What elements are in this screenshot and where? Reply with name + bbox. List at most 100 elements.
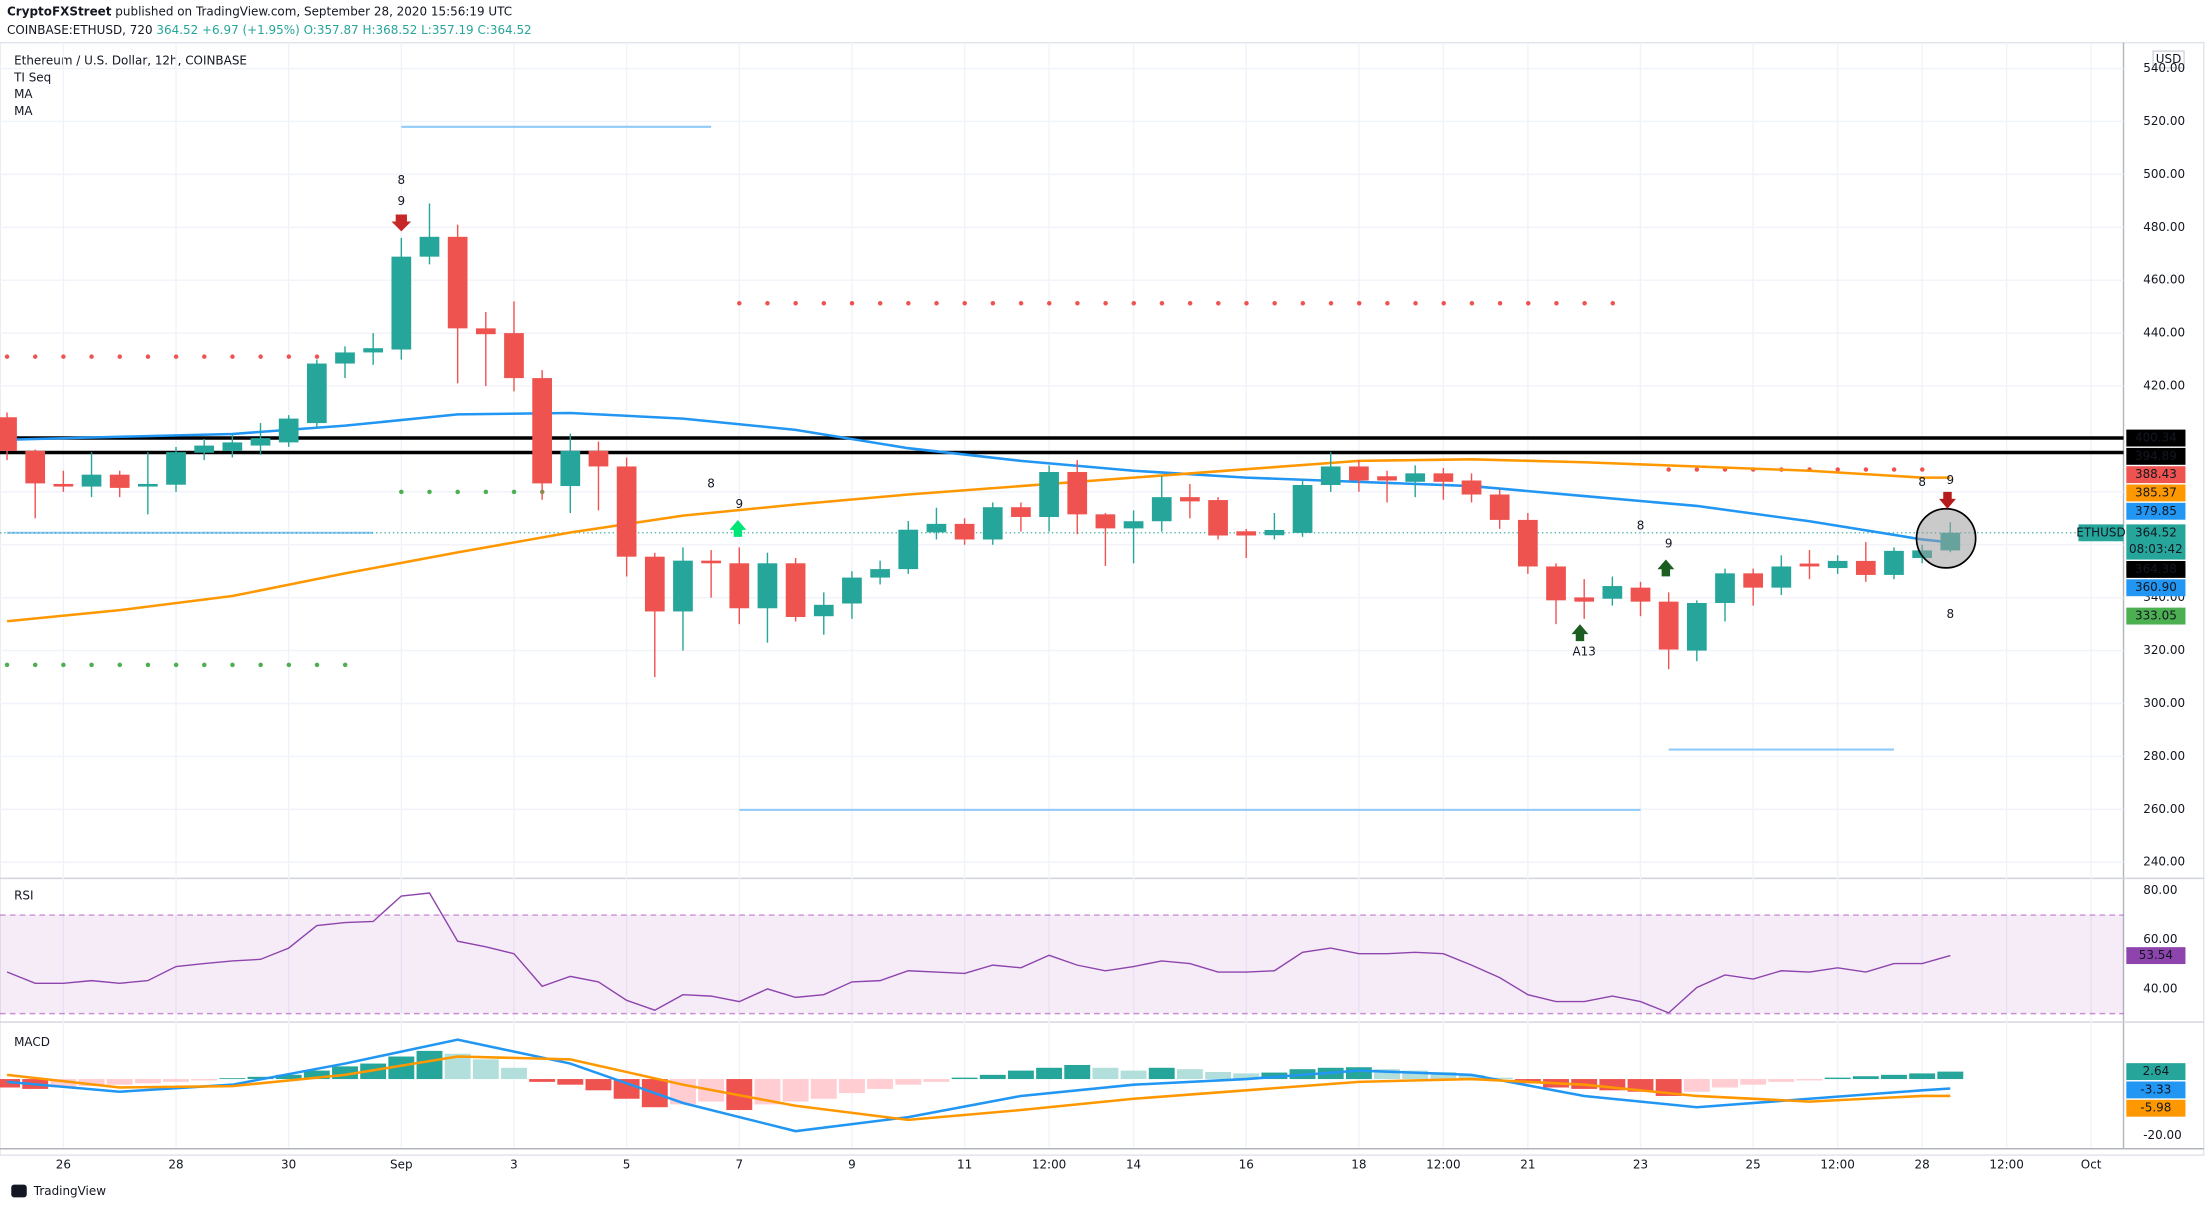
x-tick-label: 3 [510,1157,518,1171]
candle-body [1884,550,1904,575]
y-tick-label: 240.00 [2143,855,2185,869]
price-badge-label: 360.90 [2135,580,2177,594]
macd-histogram-bar [1768,1079,1795,1082]
candle-body [1236,531,1257,536]
macd-histogram-bar [247,1076,274,1080]
candle-body [1715,573,1735,603]
y-tick-label: 460.00 [2143,273,2185,287]
y-tick-label: 500.00 [2143,167,2185,181]
macd-histogram-bar [1205,1072,1232,1080]
macd-histogram-bar [472,1059,499,1080]
price-badge-label: 379.85 [2135,504,2177,518]
macd-histogram-bar [979,1074,1006,1080]
candle-body [842,577,862,604]
ma-line [6,1038,1951,1133]
sell-arrow [391,214,412,232]
macd-histogram-bar [416,1050,443,1080]
published: published on TradingView.com, September … [115,4,512,18]
x-tick-label: 12:00 [1989,1157,2023,1171]
current-price-label: 364.52 [2135,525,2177,539]
y-tick-label: -20.00 [2143,1128,2182,1142]
macd-histogram-bar [1740,1079,1767,1085]
candle-body [1799,563,1820,567]
td-annotation: 9 [1665,536,1673,550]
candle-body [982,507,1003,540]
x-tick-label: 5 [623,1157,631,1171]
price-badge-label: 385.37 [2135,485,2177,499]
macd-histogram-bar [782,1079,809,1102]
change: +6.97 (+1.95%) [202,22,300,36]
candle-body [109,474,130,488]
candle-body [1349,466,1369,481]
candle-body [335,352,355,364]
macd-histogram-bar [529,1079,556,1082]
candle-body [1827,560,1848,569]
countdown-label: 08:03:42 [2129,542,2183,556]
macd-histogram-bar [501,1067,527,1080]
candle-body [785,563,806,618]
candle-body [1602,586,1623,599]
candle-body [644,556,665,612]
price-badge-label: 333.05 [2135,609,2177,623]
candle-body [1039,472,1059,517]
macd-histogram-bar [1148,1067,1175,1080]
price-badge-label: 364.38 [2135,562,2177,576]
y-tick-label: 480.00 [2143,220,2185,234]
macd-histogram-bar [923,1079,950,1082]
rsi-title: RSI [14,888,33,902]
macd-histogram-bar [191,1079,218,1081]
td-annotation: 8 [1637,519,1645,533]
macd-badge [2126,1081,2186,1099]
candle-body [1405,473,1426,482]
macd-histogram-bar [895,1079,922,1085]
candle-body [138,483,158,487]
price-badge [2126,447,2186,465]
macd-title: MACD [14,1035,50,1049]
rsi-line [6,892,1951,1014]
x-tick-label: 16 [1239,1157,1254,1171]
price-badge [2126,579,2186,597]
candle-body [1011,507,1031,517]
candle-body [1686,602,1707,651]
y-tick-label: 520.00 [2143,114,2185,128]
candle-body [1067,472,1088,515]
candle-body [729,563,750,609]
macd-histogram-bar [613,1079,640,1099]
x-tick-label: 25 [1746,1157,1761,1171]
candle-body [1630,587,1651,602]
macd-histogram-bar [1064,1064,1091,1080]
candle-body [1264,529,1285,536]
candle-body [954,523,975,540]
candle-body [1489,494,1510,520]
rsi-badge [2126,947,2186,965]
macd-histogram-bar [1881,1074,1907,1080]
candle-body [813,604,834,617]
td-annotation: 8 [1918,475,1926,489]
y-tick-label: 420.00 [2143,379,2185,393]
x-tick-label: 12:00 [1032,1157,1066,1171]
macd-badge-label: -3.33 [2140,1082,2171,1096]
macd-histogram-bar [1430,1072,1457,1080]
macd-histogram-bar [388,1056,415,1080]
macd-histogram-bar [585,1079,612,1091]
sell-arrow [1939,491,1956,509]
x-tick-label: 28 [168,1157,183,1171]
macd-histogram-bar [1374,1069,1400,1080]
candle-body [1461,480,1482,495]
price-badge [2126,466,2186,484]
x-tick-label: 12:00 [1426,1157,1460,1171]
legend-entry: TI Seq [13,70,51,84]
macd-histogram-bar [1486,1077,1513,1080]
buy-arrow [1571,624,1589,642]
candle-body [1658,601,1679,650]
candle-body [757,563,778,609]
macd-histogram-bar [1796,1079,1823,1081]
legend-entry: MA [14,87,33,101]
marks: 26 28 30 Sep 3 5 7 9 11 12:00 14 16 18 12:00 21 23 25 12:… [0,42,2186,1171]
buy-arrow [1657,559,1675,577]
x-tick-label: 11 [957,1157,972,1171]
candle-body [194,445,215,453]
footer-logo [11,1184,27,1198]
td-annotation: 8 [1947,607,1955,621]
x-tick-label: 28 [1915,1157,1930,1171]
